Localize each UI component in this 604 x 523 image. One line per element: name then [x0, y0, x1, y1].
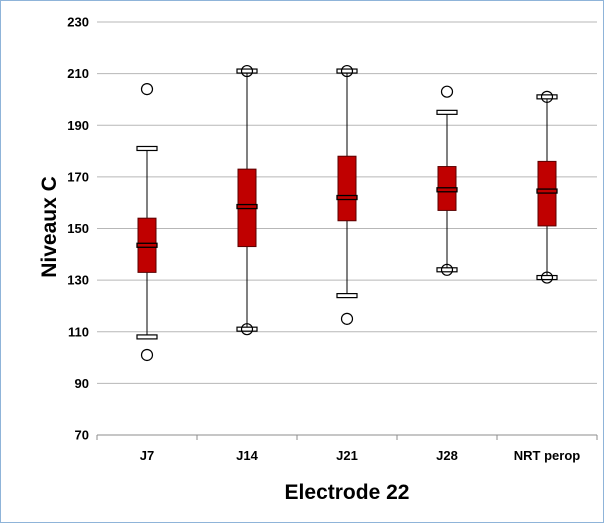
whisker-cap-low [236, 326, 258, 332]
y-axis-title: Niveaux C [38, 176, 61, 278]
x-tick-label: J21 [336, 448, 358, 463]
y-tick-label: 210 [67, 66, 89, 81]
whisker-cap-high [136, 145, 158, 152]
x-tick-label: J7 [140, 448, 154, 463]
whisker-cap-low [336, 293, 358, 299]
outlier-high [540, 90, 554, 103]
axes: 70 90 110 130 150 170 190 210 230 J7 J14 J21 J28 NRT … [67, 15, 598, 463]
whisker-cap-high [336, 68, 358, 74]
outlier-high [340, 64, 354, 78]
x-axis-title: Electrode 22 [285, 481, 410, 504]
boxes [136, 64, 558, 362]
x-tick-label: J14 [236, 448, 258, 463]
outlier-low [440, 263, 454, 276]
y-tick-label: 190 [67, 118, 89, 133]
outlier-low [340, 312, 354, 325]
y-tick-label: 70 [75, 428, 89, 443]
x-tick-label: NRT perop [514, 448, 581, 463]
median-marker [336, 194, 358, 201]
y-tick-label: 150 [67, 221, 89, 236]
outlier-low [540, 271, 554, 284]
whisker-cap-high [436, 109, 458, 115]
outlier-high [440, 85, 454, 98]
median-marker [236, 203, 258, 210]
whisker-cap-low [436, 267, 458, 273]
whisker-cap-high [236, 68, 258, 74]
outlier-high [240, 64, 254, 78]
median-marker [536, 188, 558, 194]
y-tick-label: 110 [68, 324, 89, 339]
y-tick-label: 90 [75, 376, 89, 391]
outlier-low [240, 323, 254, 336]
y-tick-label: 130 [67, 273, 89, 288]
median-marker [136, 242, 158, 248]
y-tick-label: 230 [67, 15, 89, 30]
outlier-high [140, 83, 154, 96]
y-tick-label: 170 [67, 169, 89, 184]
box [337, 155, 357, 222]
whisker-cap-low [136, 334, 158, 340]
outlier-low [140, 348, 154, 362]
x-tick-label: J28 [436, 448, 458, 463]
median-marker [436, 187, 458, 193]
whisker-cap-high [536, 94, 558, 100]
whisker-cap-low [536, 274, 558, 281]
